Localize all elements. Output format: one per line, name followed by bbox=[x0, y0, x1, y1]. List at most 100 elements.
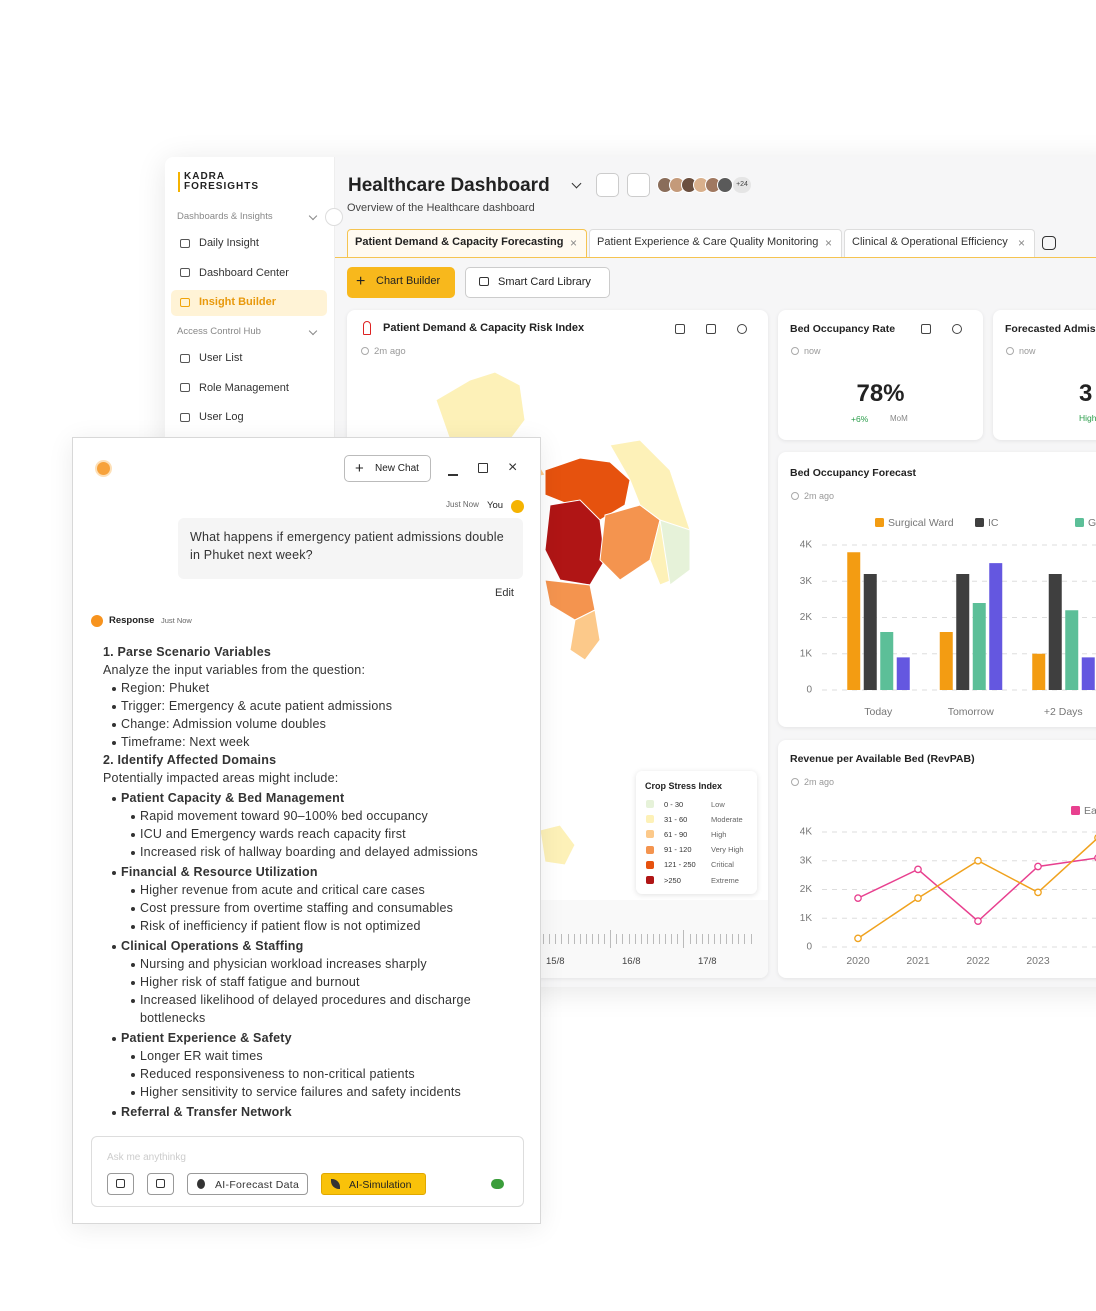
more-users: +24 bbox=[733, 177, 751, 193]
timeline-tick bbox=[579, 934, 581, 944]
button-chart-builder[interactable]: + Chart Builder bbox=[347, 267, 455, 298]
icon[interactable] bbox=[952, 324, 962, 334]
response-line: Reduced responsiveness to non-critical p… bbox=[131, 1065, 500, 1083]
sidebar-group-title[interactable]: Access Control Hub bbox=[177, 326, 261, 338]
response-time: Just Now bbox=[161, 615, 192, 625]
icon[interactable] bbox=[706, 324, 716, 334]
response-line: Higher sensitivity to service failures a… bbox=[131, 1083, 500, 1101]
kpi-value: 3 bbox=[1079, 379, 1093, 407]
card-title: Bed Occupancy Forecast bbox=[790, 466, 917, 479]
header-button[interactable] bbox=[627, 173, 650, 197]
bullet bbox=[112, 705, 116, 709]
timeline-tick bbox=[585, 934, 587, 944]
bullet bbox=[131, 981, 135, 985]
icon bbox=[180, 354, 190, 363]
timeline-tick bbox=[713, 934, 715, 944]
tab-close: × bbox=[825, 235, 833, 250]
timeline-tick bbox=[634, 934, 636, 944]
button-smart-card[interactable]: Smart Card Library bbox=[465, 267, 610, 298]
timeline-tick bbox=[646, 934, 648, 944]
tab-label: Patient Demand & Capacity Forecasting bbox=[355, 236, 564, 249]
bullet bbox=[112, 723, 116, 727]
header-button[interactable] bbox=[596, 173, 619, 197]
icon bbox=[180, 239, 190, 248]
logo-text: KADRA bbox=[184, 171, 226, 182]
forecast-button[interactable]: AI-Forecast Data bbox=[187, 1173, 308, 1195]
timeline-tick bbox=[604, 934, 606, 944]
send[interactable] bbox=[491, 1179, 504, 1189]
bullet bbox=[131, 999, 135, 1003]
kpi-card: Forecasted Admis now 3 High bbox=[993, 310, 1096, 440]
map-card: Patient Demand & Capacity Risk Index 2m a… bbox=[347, 310, 768, 978]
logo-text: FORESIGHTS bbox=[184, 181, 260, 192]
new-chat-button[interactable]: + New Chat bbox=[344, 455, 431, 482]
icon[interactable] bbox=[478, 463, 488, 473]
icon bbox=[180, 297, 190, 307]
legend-swatch bbox=[646, 815, 654, 824]
bullet bbox=[131, 1091, 135, 1095]
legend-swatch bbox=[646, 800, 654, 808]
collapse-button[interactable] bbox=[325, 208, 343, 226]
icon[interactable] bbox=[675, 324, 685, 334]
simulation-button[interactable]: AI-Simulation bbox=[321, 1173, 426, 1195]
icon-button[interactable] bbox=[107, 1173, 134, 1195]
legend-label: Moderate bbox=[711, 814, 743, 824]
sidebar-item[interactable]: Dashboard Center bbox=[199, 266, 289, 279]
bullet bbox=[112, 797, 116, 801]
timeline-tick bbox=[640, 934, 642, 944]
timeline-tick bbox=[652, 934, 654, 944]
timeline-tick bbox=[695, 934, 697, 944]
tab[interactable]: Patient Demand & Capacity Forecasting × bbox=[347, 229, 587, 257]
tab-label: Clinical & Operational Efficiency bbox=[852, 236, 1008, 249]
kpi-time: now bbox=[1019, 345, 1036, 356]
icon[interactable] bbox=[737, 324, 747, 334]
clock bbox=[791, 347, 799, 355]
kpi-title: Forecasted Admis bbox=[1005, 322, 1096, 335]
card-title: Patient Demand & Capacity Risk Index bbox=[383, 322, 585, 335]
bullet bbox=[131, 907, 135, 911]
timeline-label: 17/8 bbox=[698, 956, 717, 968]
timeline-tick bbox=[549, 934, 551, 944]
close[interactable]: × bbox=[508, 459, 518, 477]
timeline-tick bbox=[707, 934, 709, 944]
tab[interactable]: Clinical & Operational Efficiency × bbox=[844, 229, 1035, 257]
bullet bbox=[131, 925, 135, 929]
timeline-tick bbox=[659, 934, 660, 944]
sidebar-item[interactable]: User List bbox=[199, 352, 243, 365]
legend-label: High bbox=[711, 829, 727, 839]
user-avatar bbox=[511, 500, 524, 513]
clock bbox=[791, 778, 799, 786]
sidebar-item[interactable]: Insight Builder bbox=[199, 296, 276, 308]
button-icon: + bbox=[355, 460, 364, 477]
icon bbox=[180, 412, 190, 422]
bullet bbox=[112, 741, 116, 745]
add-tab[interactable] bbox=[1042, 236, 1056, 250]
card-time: 2m ago bbox=[804, 776, 835, 787]
tab[interactable]: Patient Experience & Care Quality Monito… bbox=[589, 229, 842, 257]
chat-input[interactable]: Ask me anythinkg AI-Forecast Data AI-Simul… bbox=[91, 1136, 524, 1207]
bullet bbox=[131, 851, 135, 855]
response-line: Clinical Operations & Staffing bbox=[112, 937, 521, 955]
sidebar-group-title[interactable]: Dashboards & Insights bbox=[177, 211, 273, 223]
logo-bar bbox=[178, 172, 180, 192]
response-line: Change: Admission volume doubles bbox=[112, 715, 521, 733]
icon-button[interactable] bbox=[147, 1173, 174, 1195]
legend-label: Critical bbox=[711, 860, 734, 870]
timeline-tick bbox=[598, 934, 599, 944]
timeline-tick bbox=[744, 934, 746, 944]
message-time: Just Now bbox=[446, 500, 479, 510]
question-bubble: What happens if emergency patient admiss… bbox=[178, 518, 523, 579]
sidebar-item[interactable]: Daily Insight bbox=[199, 237, 259, 250]
sidebar-item[interactable]: User Log bbox=[199, 411, 244, 423]
icon[interactable] bbox=[921, 324, 931, 334]
sidebar-item[interactable]: Role Management bbox=[199, 381, 289, 394]
response-line: Longer ER wait times bbox=[131, 1047, 500, 1065]
kpi-card: Bed Occupancy Rate now 78% +6% MoM bbox=[778, 310, 983, 440]
clock bbox=[791, 492, 799, 500]
assistant-icon bbox=[95, 460, 112, 477]
edit-link[interactable]: Edit bbox=[495, 587, 514, 600]
response-line: Nursing and physician workload increases… bbox=[131, 955, 500, 973]
legend-swatch bbox=[646, 860, 654, 869]
minimize[interactable] bbox=[448, 474, 458, 476]
response-icon bbox=[91, 615, 103, 627]
